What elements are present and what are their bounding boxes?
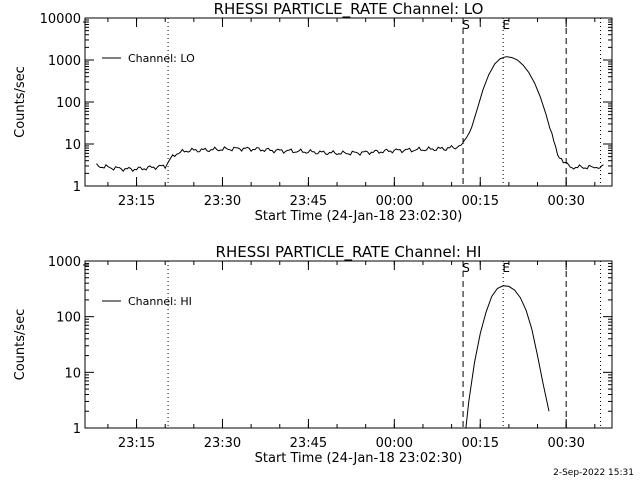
y-tick-label: 1 <box>73 180 81 195</box>
x-tick-label: 23:45 <box>290 436 327 451</box>
marker-label-s: S <box>462 261 470 275</box>
marker-label-s: S <box>462 18 470 32</box>
x-tick-label: 23:45 <box>290 194 327 209</box>
y-tick-label: 10 <box>64 138 81 153</box>
marker-label-e: E <box>502 261 510 275</box>
y-tick-label: 1 <box>73 422 81 437</box>
x-tick-label: 23:30 <box>204 194 241 209</box>
chart-panel-hi: RHESSI PARTICLE_RATE Channel: HI 1 10 100 10… <box>13 243 613 466</box>
legend-label: Channel: HI <box>128 295 192 308</box>
y-axis-label: Counts/sec <box>13 309 28 381</box>
chart-title: RHESSI PARTICLE_RATE Channel: HI <box>216 243 482 262</box>
plot-frame <box>84 17 613 187</box>
plot-frame <box>84 260 613 429</box>
x-tick-label: 00:30 <box>547 194 584 209</box>
chart-title: RHESSI PARTICLE_RATE Channel: LO <box>214 0 484 19</box>
legend-label: Channel: LO <box>128 52 195 65</box>
y-axis-label: Counts/sec <box>13 66 28 138</box>
y-tick-label: 100 <box>56 311 81 326</box>
y-tick-label: 1000 <box>48 54 81 69</box>
x-tick-label: 00:00 <box>376 436 413 451</box>
y-tick-label: 10 <box>64 366 81 381</box>
series-line <box>96 56 604 173</box>
y-tick-label: 1000 <box>48 255 81 270</box>
marker-label-e: E <box>502 18 510 32</box>
x-tick-label: 00:15 <box>462 194 499 209</box>
x-axis-label: Start Time (24-Jan-18 23:02:30) <box>255 209 463 224</box>
y-tick-label: 10000 <box>40 12 81 27</box>
x-tick-label: 23:30 <box>204 436 241 451</box>
series-line <box>465 285 550 429</box>
x-tick-label: 00:15 <box>462 436 499 451</box>
x-tick-label: 00:30 <box>547 436 584 451</box>
x-tick-label: 00:00 <box>376 194 413 209</box>
y-tick-label: 100 <box>56 96 81 111</box>
x-tick-label: 23:15 <box>118 436 155 451</box>
x-axis-label: Start Time (24-Jan-18 23:02:30) <box>255 451 463 466</box>
footer-timestamp: 2-Sep-2022 15:31 <box>553 468 634 478</box>
chart-panel-lo: RHESSI PARTICLE_RATE Channel: LO 1 10 100 10… <box>13 0 613 224</box>
x-tick-label: 23:15 <box>118 194 155 209</box>
